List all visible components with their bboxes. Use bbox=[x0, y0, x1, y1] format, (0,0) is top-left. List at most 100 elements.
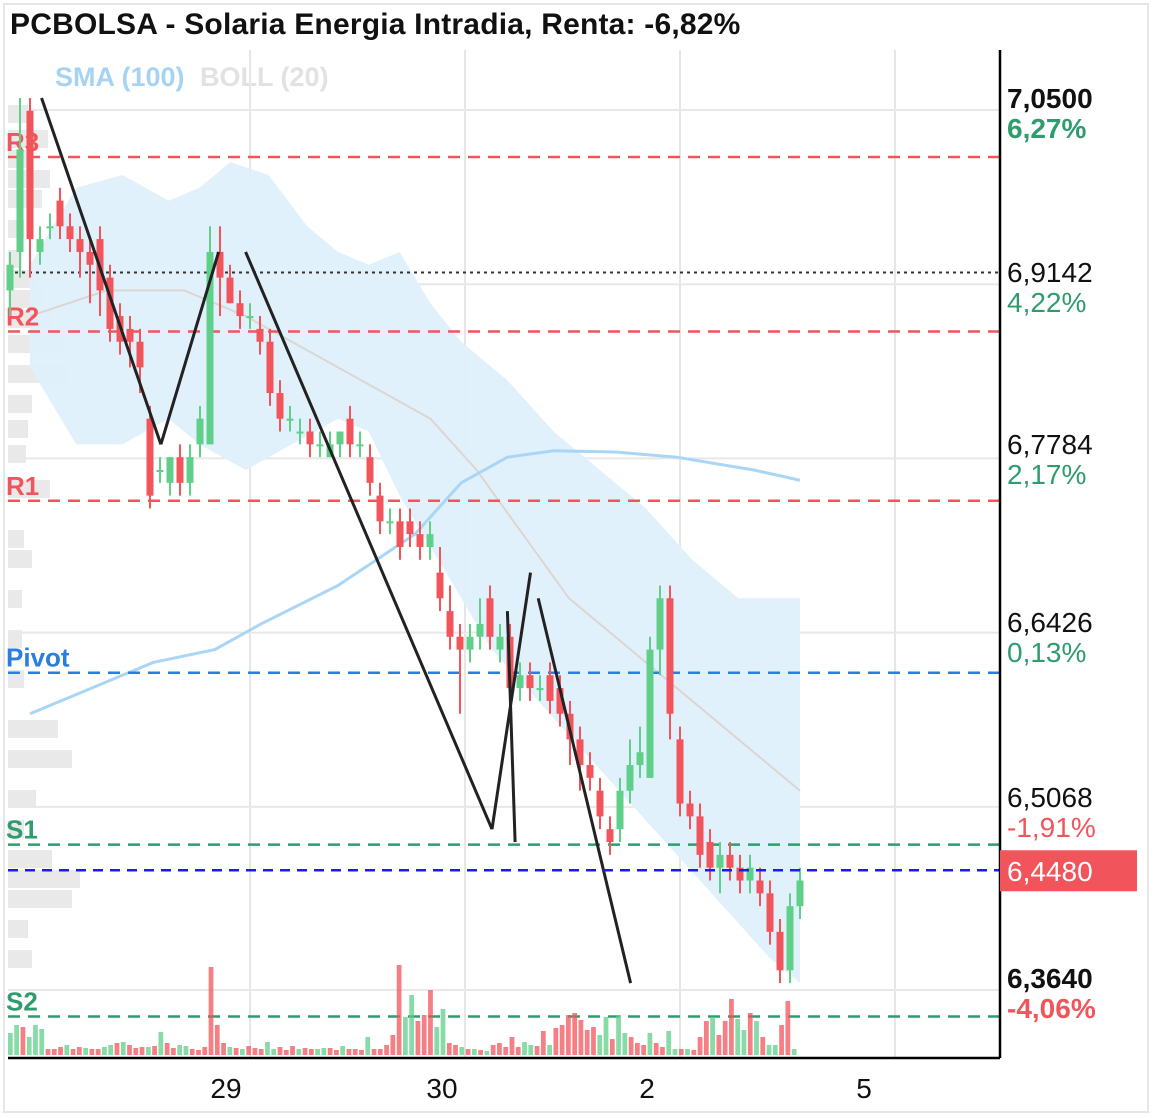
volume-bar bbox=[522, 1042, 527, 1055]
volume-bar bbox=[747, 1013, 753, 1055]
volume-bar bbox=[296, 1049, 302, 1055]
volume-bar bbox=[371, 1049, 377, 1055]
volume-bar bbox=[221, 1043, 226, 1055]
volume-profile-bar-0 bbox=[8, 105, 28, 123]
candle-body bbox=[766, 893, 774, 932]
volume-bar bbox=[45, 1049, 51, 1055]
volume-bar bbox=[202, 1047, 208, 1055]
volume-bar bbox=[8, 1033, 13, 1055]
volume-bar bbox=[566, 1015, 571, 1055]
candle-body bbox=[786, 906, 794, 971]
candle-body bbox=[316, 444, 324, 447]
legend-sma[interactable]: SMA (100) bbox=[55, 62, 185, 92]
volume-bar bbox=[365, 1037, 371, 1055]
volume-bar bbox=[377, 1049, 383, 1055]
volume-bar bbox=[628, 1037, 634, 1055]
volume-bar bbox=[503, 1047, 509, 1055]
candle-body bbox=[246, 316, 254, 319]
volume-bar bbox=[515, 1047, 521, 1055]
volume-bar bbox=[258, 1049, 264, 1055]
candle-body bbox=[66, 226, 74, 240]
volume-bar bbox=[735, 1019, 741, 1055]
candle-body bbox=[86, 251, 94, 265]
volume-bar bbox=[359, 1050, 364, 1055]
volume-bar bbox=[741, 1030, 747, 1055]
candle-body bbox=[386, 521, 394, 524]
trend-line-1 bbox=[159, 251, 221, 445]
volume-bar bbox=[177, 1045, 183, 1055]
volume-bar bbox=[277, 1047, 283, 1055]
volume-bar bbox=[497, 1043, 502, 1055]
candle-body bbox=[406, 521, 414, 535]
candle-body bbox=[696, 816, 704, 855]
volume-bar bbox=[428, 990, 433, 1055]
volume-bar bbox=[785, 1001, 791, 1055]
volume-profile-bar-19 bbox=[8, 630, 22, 648]
volume-bar bbox=[779, 1025, 784, 1055]
candle-body bbox=[186, 457, 194, 483]
price-axis-label: 6,3640 bbox=[1007, 963, 1093, 994]
volume-bar bbox=[346, 1049, 352, 1055]
candle-body bbox=[736, 867, 744, 881]
candle-body bbox=[166, 457, 174, 483]
volume-bar bbox=[158, 1032, 164, 1055]
candle-body bbox=[226, 277, 234, 304]
candle-body bbox=[146, 418, 154, 496]
candle-body bbox=[756, 880, 764, 894]
candle-body bbox=[596, 790, 604, 817]
candle-body bbox=[126, 328, 134, 342]
volume-bar bbox=[754, 1021, 759, 1055]
volume-bar bbox=[403, 1017, 408, 1055]
volume-bar bbox=[509, 1037, 515, 1055]
volume-bar bbox=[722, 1021, 728, 1055]
level-label-r2: R2 bbox=[6, 301, 39, 331]
volume-bar bbox=[421, 1015, 427, 1055]
volume-bar bbox=[64, 1045, 70, 1055]
volume-bar bbox=[290, 1046, 295, 1055]
candle-body bbox=[206, 251, 214, 445]
volume-bar bbox=[76, 1047, 82, 1055]
volume-bar bbox=[760, 1037, 766, 1055]
volume-bar bbox=[271, 1049, 277, 1055]
candle-body bbox=[446, 611, 454, 637]
candle-body bbox=[466, 636, 474, 650]
candle-body bbox=[576, 739, 584, 766]
volume-bar bbox=[302, 1048, 308, 1055]
level-label-s2: S2 bbox=[6, 986, 38, 1016]
volume-bar bbox=[716, 1035, 722, 1055]
volume-bar bbox=[196, 1050, 201, 1055]
candle-body bbox=[586, 765, 594, 778]
candle-body bbox=[486, 598, 494, 637]
candle-body bbox=[366, 457, 374, 483]
sma-100-line bbox=[29, 449, 801, 716]
volume-bar bbox=[641, 1045, 647, 1055]
volume-bar bbox=[14, 1025, 20, 1055]
bollinger-band bbox=[30, 162, 800, 984]
volume-profile-bar-18 bbox=[8, 590, 22, 608]
volume-bar bbox=[572, 1013, 578, 1055]
volume-bar bbox=[384, 1045, 389, 1055]
volume-bar bbox=[214, 1025, 220, 1055]
candle-body bbox=[726, 854, 734, 868]
volume-bar bbox=[465, 1049, 471, 1055]
volume-bar bbox=[616, 1015, 621, 1055]
candle-body bbox=[156, 470, 164, 473]
volume-bar bbox=[603, 1017, 609, 1055]
candle-body bbox=[436, 572, 444, 599]
volume-profile-bar-12 bbox=[8, 395, 32, 413]
volume-bar bbox=[70, 1049, 76, 1055]
legend-boll[interactable]: BOLL (20) bbox=[200, 62, 329, 92]
level-label-pivot: Pivot bbox=[6, 643, 70, 673]
volume-bar bbox=[58, 1047, 63, 1055]
volume-profile-bar-28 bbox=[8, 920, 28, 938]
volume-bar bbox=[145, 1047, 151, 1055]
price-axis-label: 7,0500 bbox=[1007, 83, 1093, 114]
volume-bar bbox=[478, 1050, 484, 1055]
volume-bar bbox=[691, 1050, 697, 1055]
volume-bar bbox=[440, 1009, 446, 1055]
volume-bar bbox=[340, 1046, 346, 1055]
candle-body bbox=[256, 328, 264, 342]
candle-body bbox=[526, 675, 534, 689]
trend-line-0 bbox=[40, 97, 163, 445]
